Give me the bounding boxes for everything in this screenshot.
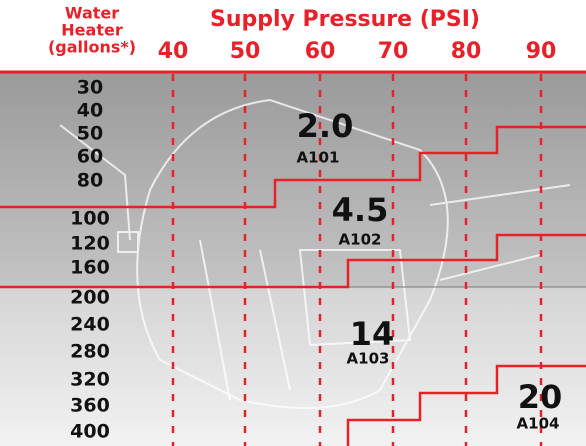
lower-bg [0, 287, 586, 446]
header-bg [0, 0, 586, 72]
zone-size: 14 [350, 315, 395, 353]
zone-model: A103 [347, 350, 390, 368]
zone-model: A104 [517, 415, 560, 433]
pressure-label: 80 [451, 39, 482, 64]
capacity-label: 160 [70, 257, 110, 279]
capacity-label: 280 [70, 341, 110, 363]
capacity-label: 50 [77, 123, 103, 145]
capacity-label: 320 [70, 369, 110, 391]
capacity-label: 400 [70, 421, 110, 443]
capacity-label: 40 [77, 100, 103, 122]
title: Supply Pressure (PSI) [210, 7, 480, 32]
pressure-label: 70 [378, 39, 409, 64]
capacity-label: 100 [70, 208, 110, 230]
pressure-label: 50 [230, 39, 261, 64]
pressure-label: 90 [526, 39, 557, 64]
zone-size: 4.5 [332, 191, 389, 229]
row-header: Heater [61, 21, 123, 40]
row-header: Water [65, 4, 119, 23]
capacity-label: 80 [77, 170, 103, 192]
pressure-label: 60 [305, 39, 336, 64]
zone-size: 2.0 [297, 107, 354, 145]
capacity-label: 200 [70, 287, 110, 309]
zone-model: A102 [339, 231, 382, 249]
pressure-label: 40 [158, 39, 189, 64]
capacity-label: 60 [77, 146, 103, 168]
capacity-label: 120 [70, 233, 110, 255]
capacity-label: 30 [77, 77, 103, 99]
zone-model: A101 [297, 149, 340, 167]
zone-size: 20 [518, 378, 563, 416]
tank-drawing [59, 98, 571, 409]
row-header: (gallons*) [48, 38, 136, 57]
zone-boundaries [0, 70, 586, 446]
capacity-label: 360 [70, 395, 110, 417]
capacity-label: 240 [70, 314, 110, 336]
